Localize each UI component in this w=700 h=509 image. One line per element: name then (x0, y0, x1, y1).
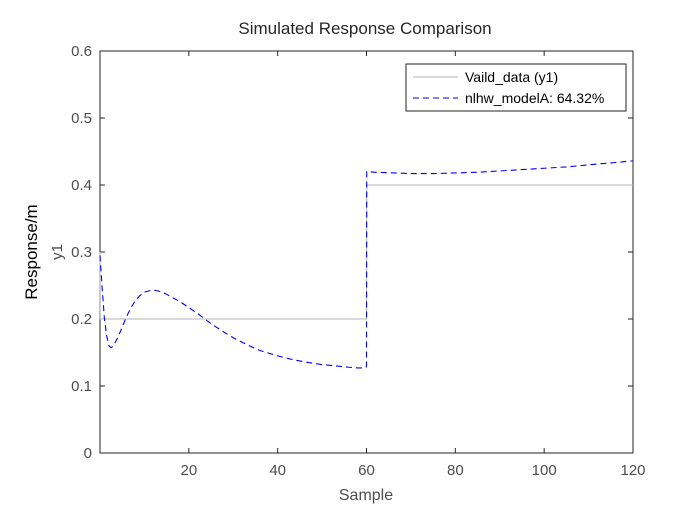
legend-label-model: nlhw_modelA: 64.32% (465, 90, 604, 106)
legend: Vaild_data (y1) nlhw_modelA: 64.32% (405, 63, 627, 112)
x-tick-label: 100 (532, 462, 557, 479)
legend-box (405, 63, 627, 112)
x-tick-label: 80 (447, 462, 464, 479)
x-tick-label: 120 (620, 462, 645, 479)
y-tick-label: 0.4 (71, 177, 92, 194)
y-tick-label: 0.3 (71, 244, 92, 261)
x-tick-label: 20 (180, 462, 197, 479)
x-tick-label: 40 (269, 462, 286, 479)
y-axis: 0 0.1 0.2 0.3 0.4 0.5 0.6 (71, 43, 633, 462)
x-axis-label: Sample (339, 487, 393, 504)
y-tick-label: 0.6 (71, 43, 92, 60)
y-axis-label: Response/m (22, 204, 41, 299)
legend-label-valid-data: Vaild_data (y1) (465, 69, 558, 85)
series-valid-data-line (99, 184, 633, 320)
y-tick-label: 0.5 (71, 110, 92, 127)
x-axis: 20 40 60 80 100 120 (180, 51, 646, 479)
x-tick-label: 60 (358, 462, 375, 479)
y-tick-label: 0.2 (71, 311, 92, 328)
series-model-line (99, 160, 634, 369)
series-layer (99, 160, 634, 369)
chart-title: Simulated Response Comparison (238, 19, 491, 38)
y-tick-label: 0.1 (71, 378, 92, 395)
y-tick-label: 0 (84, 445, 92, 462)
y-axis-sublabel: y1 (49, 244, 66, 260)
